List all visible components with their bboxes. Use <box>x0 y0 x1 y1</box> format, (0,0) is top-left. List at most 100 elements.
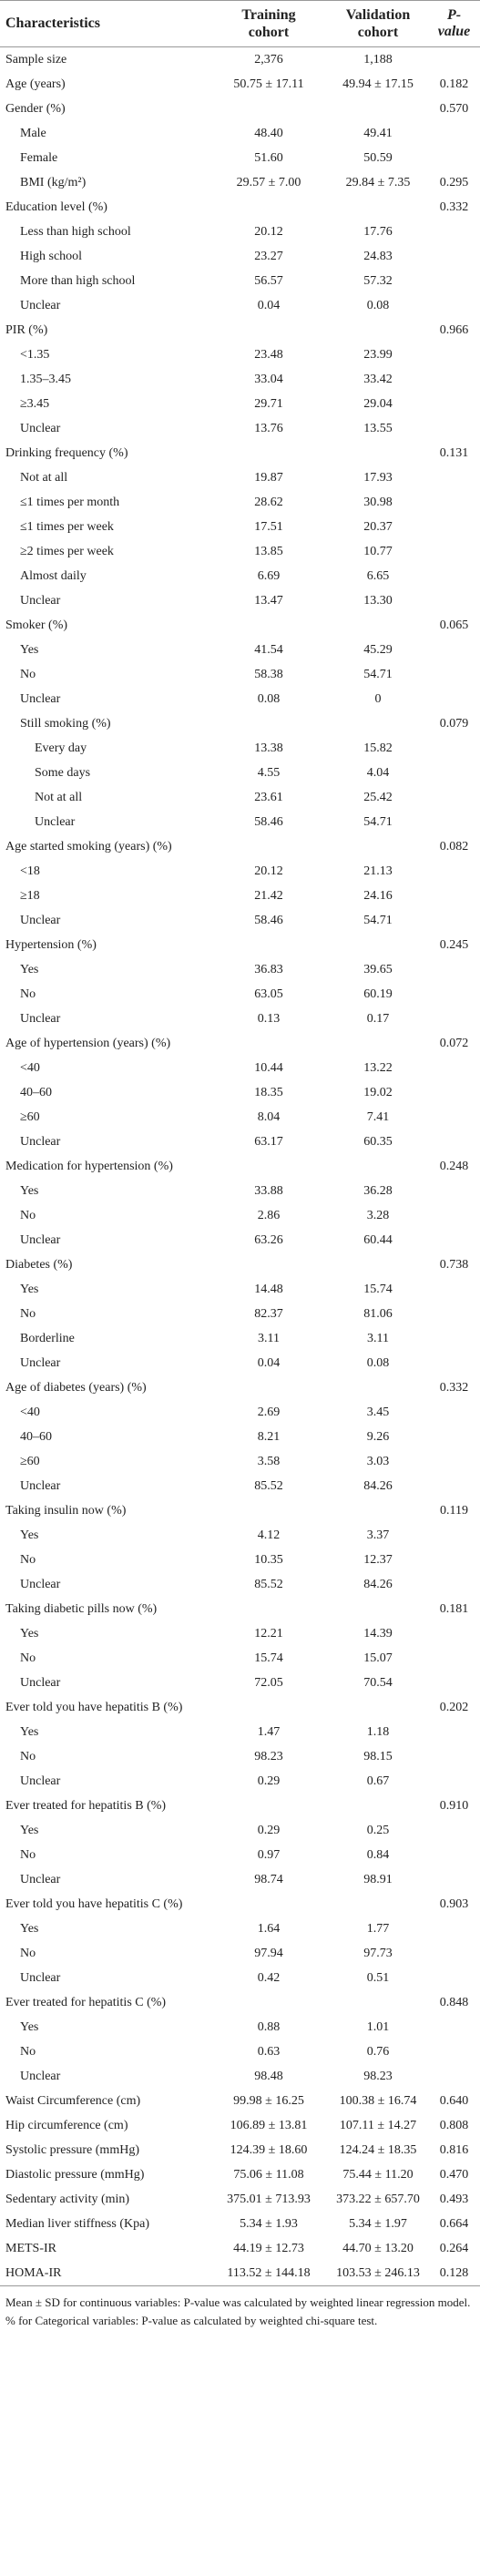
validation-cell: 373.22 ± 657.70 <box>336 2192 420 2206</box>
validation-cell <box>328 1498 428 1523</box>
table-row: ≥18 21.42 24.16 <box>0 884 480 908</box>
training-cell: 6.69 <box>257 568 281 583</box>
row-label: 40–60 <box>20 1429 52 1444</box>
validation-cell: 3.45 <box>366 1405 390 1419</box>
training-cell: 0.29 <box>257 1823 281 1837</box>
training-cell <box>209 1794 328 1818</box>
training-cell: 0.04 <box>257 1355 281 1370</box>
p-value-cell: 0.332 <box>439 1380 469 1395</box>
training-cell: 63.17 <box>254 1134 283 1149</box>
training-cell: 58.46 <box>254 913 283 927</box>
training-cell: 5.34 ± 1.93 <box>240 2216 298 2231</box>
training-cell: 0.08 <box>257 691 281 706</box>
footnote: Mean ± SD for continuous variables: P-va… <box>5 2295 471 2327</box>
p-value-cell <box>428 884 480 908</box>
table-row: ≥60 3.58 3.03 <box>0 1449 480 1474</box>
table-row: Female 51.60 50.59 <box>0 146 480 170</box>
validation-cell: 97.73 <box>363 1946 393 1960</box>
p-value-cell: 0.570 <box>439 101 469 116</box>
validation-cell: 17.93 <box>363 470 393 485</box>
row-label: HOMA-IR <box>0 2261 209 2286</box>
row-label: Unclear <box>20 2069 61 2083</box>
validation-cell: 1.18 <box>366 1724 390 1739</box>
table-header: Characteristics Training cohort Validati… <box>0 0 480 47</box>
p-value-cell <box>428 1818 480 1843</box>
training-cell: 106.89 ± 13.81 <box>230 2118 308 2132</box>
training-cell: 0.29 <box>257 1774 281 1788</box>
table-row: Borderline 3.11 3.11 <box>0 1326 480 1351</box>
table-row: Yes 1.64 1.77 <box>0 1917 480 1941</box>
table-row: Unclear 85.52 84.26 <box>0 1474 480 1498</box>
row-label: No <box>20 2044 36 2059</box>
training-cell <box>209 1252 328 1277</box>
row-label: Yes <box>20 1626 39 1641</box>
training-cell: 1.47 <box>257 1724 281 1739</box>
row-label: 40–60 <box>20 1085 52 1099</box>
training-cell: 85.52 <box>254 1478 283 1493</box>
table-row: No 15.74 15.07 <box>0 1646 480 1671</box>
validation-cell: 39.65 <box>363 962 393 976</box>
p-value-cell <box>428 244 480 269</box>
row-label: Yes <box>20 642 39 657</box>
validation-cell: 12.37 <box>363 1552 393 1567</box>
row-label: METS-IR <box>5 2241 56 2255</box>
p-value-cell <box>428 1671 480 1695</box>
table-row: Median liver stiffness (Kpa) 5.34 ± 1.93 5… <box>0 2212 480 2236</box>
training-cell: 23.61 <box>254 790 283 804</box>
training-cell <box>209 1892 328 1917</box>
table-row: <40 10.44 13.22 <box>0 1056 480 1080</box>
row-label: Unclear <box>20 1675 61 1690</box>
p-value-cell <box>428 1277 480 1302</box>
training-cell: 0.88 <box>257 2019 281 2034</box>
row-label: Less than high school <box>20 224 131 239</box>
p-value-cell: 0.493 <box>439 2192 469 2206</box>
row-label: Sample size <box>5 52 67 66</box>
table-row: PIR (%) 0.966 <box>0 318 480 342</box>
validation-cell <box>328 1252 428 1277</box>
row-label: Waist Circumference (cm) <box>5 2093 141 2108</box>
table-row: Unclear 13.76 13.55 <box>0 416 480 441</box>
training-cell: 50.75 ± 17.11 <box>233 77 304 91</box>
p-value-cell <box>428 1449 480 1474</box>
validation-cell: 0.67 <box>366 1774 390 1788</box>
validation-cell <box>328 97 428 121</box>
validation-cell: 70.54 <box>363 1675 393 1690</box>
validation-cell: 49.94 ± 17.15 <box>342 77 414 91</box>
p-value-cell <box>428 146 480 170</box>
validation-cell <box>328 1794 428 1818</box>
p-value-cell: 0.079 <box>439 716 469 731</box>
p-value-cell: 0.848 <box>439 1995 469 2009</box>
row-label: No <box>20 986 36 1001</box>
training-cell: 23.48 <box>254 347 283 362</box>
table-row: Sedentary activity (min) 375.01 ± 713.93 3… <box>0 2187 480 2212</box>
training-cell: 33.88 <box>254 1183 283 1198</box>
table-row: Less than high school 20.12 17.76 <box>0 220 480 244</box>
p-value-cell: 0.966 <box>439 322 469 337</box>
training-cell: 375.01 ± 713.93 <box>227 2192 311 2206</box>
table-row: Age of diabetes (years) (%) 0.332 <box>0 1375 480 1400</box>
table-row: Unclear 13.47 13.30 <box>0 588 480 613</box>
training-cell: 56.57 <box>254 273 283 288</box>
row-label: Unclear <box>20 1577 61 1591</box>
validation-cell: 23.99 <box>363 347 393 362</box>
training-cell: 2.86 <box>257 1208 281 1222</box>
p-value-cell: 0.202 <box>439 1700 469 1714</box>
validation-cell: 36.28 <box>363 1183 393 1198</box>
table-row: Systolic pressure (mmHg) 124.39 ± 18.60 12… <box>0 2138 480 2162</box>
training-cell: 58.46 <box>254 814 283 829</box>
p-value-cell <box>428 638 480 662</box>
validation-cell: 84.26 <box>363 1478 393 1493</box>
table-row: Unclear 98.74 98.91 <box>0 1867 480 1892</box>
p-value-cell: 0.664 <box>439 2216 469 2231</box>
row-label: Not at all <box>35 790 83 804</box>
p-value-cell <box>428 1572 480 1597</box>
row-label: Unclear <box>20 1355 61 1370</box>
row-label: Yes <box>20 1183 39 1198</box>
p-value-cell <box>428 1720 480 1744</box>
table-row: Unclear 0.13 0.17 <box>0 1007 480 1031</box>
training-cell: 14.48 <box>254 1282 283 1296</box>
table-row: High school 23.27 24.83 <box>0 244 480 269</box>
p-value-cell <box>428 736 480 761</box>
p-value-cell <box>428 1130 480 1154</box>
row-label: Yes <box>20 1724 39 1739</box>
